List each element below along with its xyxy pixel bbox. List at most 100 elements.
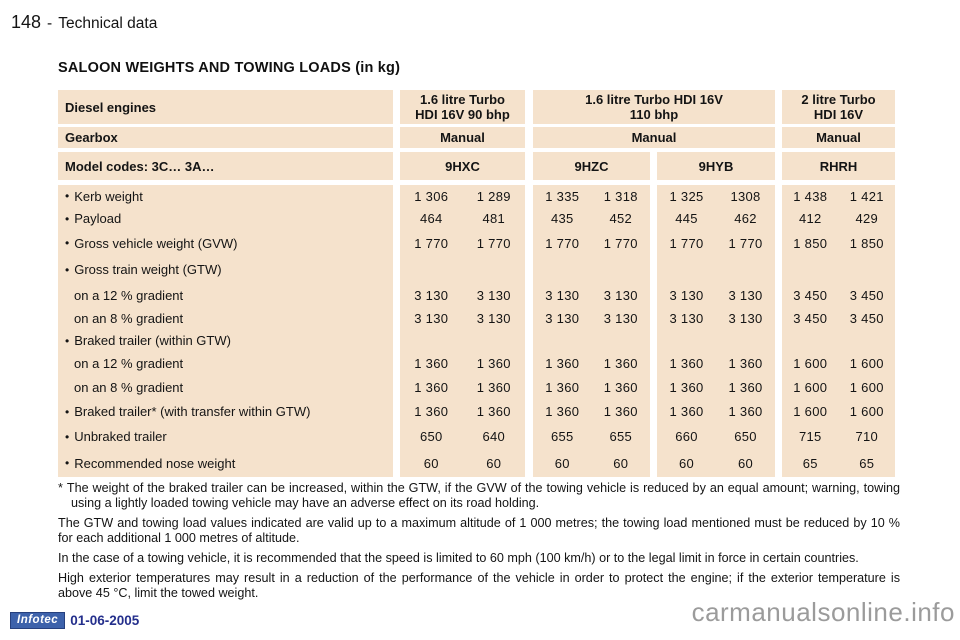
cell-value: 1 438 [793,188,828,204]
cell-value: 3 130 [414,310,449,326]
row-label-text: on a 12 % gradient [74,356,184,371]
table-body-value-column: 1 335 1 318 435 452 1 770 1 770 3 130 3 130 3 13… [533,185,650,477]
cell-value: 1 335 [545,188,580,204]
table-row-values: 1 360 1 360 [400,375,525,399]
table-row-values: 3 130 3 130 [533,307,650,329]
table-row-values: 435 452 [533,207,650,230]
table-row-values: 3 130 3 130 [657,307,775,329]
bullet-icon: • [65,404,70,419]
bullet-icon: • [65,189,70,203]
table-row-values: 60 60 [400,449,525,477]
cell-value: 3 450 [793,310,828,326]
footnote: The GTW and towing load values indicated… [58,516,900,546]
infotec-logo: Infotec [10,612,66,629]
engine-name-line: 2 litre Turbo [801,92,876,107]
cell-value: 1 360 [728,356,763,371]
model-code-cell: 9HYB [657,152,775,180]
table-row-values: 3 130 3 130 [657,283,775,307]
footnotes: * The weight of the braked trailer can b… [58,481,900,607]
footnote-text: The GTW and towing load values indicated… [58,516,900,545]
row-label-text: Gross train weight (GTW) [74,262,222,277]
table-row-values: 1 360 1 360 [533,375,650,399]
cell-value: 1 360 [728,379,763,395]
cell-value: 3 450 [849,287,884,303]
engine-name-cell: 1.6 litre Turbo HDI 16V 110 bhp [533,90,775,124]
table-row-label: • Unbraked trailer [58,424,393,449]
cell-value: 1 770 [414,235,449,251]
engine-name-cell: 1.6 litre Turbo HDI 16V 90 bhp [400,90,525,124]
table-row-values: 1 306 1 289 [400,185,525,207]
model-codes-header: Model codes: 3C… 3A… [58,152,393,180]
footer-date: 01-06-2005 [70,613,140,628]
cell-value: 1 360 [476,356,511,371]
table-row-values: 65 65 [782,449,895,477]
page-footer: Infotec 01-06-2005 [10,612,139,629]
bullet-icon: • [65,262,70,277]
cell-value: 60 [423,455,439,471]
cell-value: 660 [675,429,698,444]
cell-value: 1 360 [476,404,511,419]
row-label-text: Recommended nose weight [74,455,236,471]
table-row-values: 1 770 1 770 [657,230,775,256]
footnote-text: The weight of the braked trailer can be … [66,481,900,510]
footnote: In the case of a towing vehicle, it is r… [58,551,900,566]
engine-name-line: HDI 16V [813,107,864,122]
table-row-values: 1 360 1 360 [400,399,525,424]
cell-value: 1 360 [728,404,763,419]
engine-name-line: 1.6 litre Turbo HDI 16V [585,92,723,107]
cell-value: 650 [419,429,443,444]
bullet-icon: • [65,456,70,470]
section-title: Technical data [58,15,158,32]
page-header: 148 - Technical data [11,12,157,33]
cell-value: 1 360 [545,404,580,419]
table-body-value-column: 1 306 1 289 464 481 1 770 1 770 3 130 3 130 3 13… [400,185,525,477]
bullet-icon: • [65,333,70,348]
cell-value: 60 [486,455,502,471]
cell-value: 710 [855,429,879,444]
gearbox-cell: Manual [782,127,895,148]
cell-value: 715 [798,429,822,444]
cell-value: 1 360 [669,379,704,395]
cell-value: 3 130 [669,310,704,326]
row-label-text: Kerb weight [74,188,143,204]
cell-value: 640 [482,429,506,444]
row-label-text: on an 8 % gradient [74,310,184,326]
cell-value: 655 [609,429,633,444]
table-body-value-column: 1 325 1308 445 462 1 770 1 770 3 130 3 130 3 130… [657,185,775,477]
cell-value: 1 360 [545,379,580,395]
cell-value: 3 130 [603,287,638,303]
table-row-values [400,329,525,352]
table-row-values: 1 360 1 360 [533,352,650,375]
table-row-values [400,256,525,283]
page-number: 148 [11,12,42,32]
cell-value: 1 360 [476,379,511,395]
table-row-label: • Braked trailer (within GTW) [58,329,393,352]
table-row-values: 3 130 3 130 [533,283,650,307]
cell-value: 1 360 [414,379,449,395]
row-label-text: Braked trailer (within GTW) [74,333,231,348]
cell-value: 1 770 [603,235,638,251]
cell-value: 1 360 [669,356,704,371]
cell-value: 1 600 [793,404,828,419]
table-row-values: 660 650 [657,424,775,449]
cell-value: 1 360 [545,356,580,371]
table-row-values: 1 770 1 770 [533,230,650,256]
table-row-label: • Recommended nose weight [58,449,393,477]
cell-value: 1 600 [849,404,884,419]
table-row-values: 3 130 3 130 [400,283,525,307]
table-body-value-column: 1 438 1 421 412 429 1 850 1 850 3 450 3 450 3 45… [782,185,895,477]
table-row-values: 464 481 [400,207,525,230]
table-row-values [533,256,650,283]
cell-value: 452 [609,211,633,226]
cell-value: 60 [737,455,754,471]
cell-value: 1 325 [669,188,704,204]
cell-value: 1 770 [728,235,763,251]
table-row-values: 715 710 [782,424,895,449]
cell-value: 1 770 [476,235,511,251]
cell-value: 3 130 [414,287,449,303]
cell-value: 3 130 [545,310,580,326]
row-label-text: Payload [74,211,122,226]
table-row-label: on an 8 % gradient [58,307,393,329]
engine-name-line: HDI 16V 90 bhp [415,107,510,122]
cell-value: 1308 [730,188,761,204]
